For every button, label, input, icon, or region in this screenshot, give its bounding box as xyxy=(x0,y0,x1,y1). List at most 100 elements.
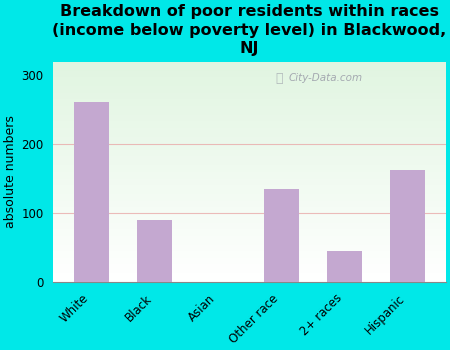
Bar xyxy=(53,245,446,247)
Bar xyxy=(53,99,446,102)
Bar xyxy=(53,75,446,77)
Bar xyxy=(53,229,446,231)
Bar xyxy=(53,130,446,132)
Bar xyxy=(53,256,446,258)
Bar xyxy=(53,64,446,66)
Bar xyxy=(53,128,446,130)
Bar xyxy=(53,265,446,267)
Bar xyxy=(53,269,446,271)
Bar xyxy=(53,159,446,161)
Bar xyxy=(53,227,446,229)
Bar xyxy=(53,132,446,134)
Bar xyxy=(53,223,446,225)
Title: Breakdown of poor residents within races
(income below poverty level) in Blackwo: Breakdown of poor residents within races… xyxy=(53,4,447,56)
Bar xyxy=(53,238,446,240)
Bar xyxy=(53,170,446,172)
Bar xyxy=(53,207,446,209)
Bar xyxy=(53,66,446,68)
Bar xyxy=(53,260,446,262)
Bar xyxy=(53,194,446,196)
Bar xyxy=(53,187,446,190)
Bar xyxy=(53,225,446,227)
Bar xyxy=(53,106,446,108)
Bar xyxy=(53,73,446,75)
Bar xyxy=(53,216,446,218)
Bar xyxy=(53,176,446,178)
Bar xyxy=(53,124,446,126)
Bar xyxy=(53,114,446,117)
Bar xyxy=(53,247,446,249)
Bar xyxy=(137,220,172,282)
Y-axis label: absolute numbers: absolute numbers xyxy=(4,116,17,228)
Bar xyxy=(53,112,446,114)
Bar xyxy=(74,102,109,282)
Bar xyxy=(53,104,446,106)
Bar xyxy=(53,156,446,159)
Bar xyxy=(53,249,446,251)
Bar xyxy=(53,79,446,82)
Bar xyxy=(53,209,446,212)
Bar xyxy=(53,205,446,207)
Bar xyxy=(53,88,446,90)
Bar xyxy=(53,86,446,88)
Bar xyxy=(53,278,446,280)
Bar xyxy=(53,150,446,152)
Bar xyxy=(53,181,446,183)
Bar xyxy=(53,251,446,253)
Text: Ⓜ: Ⓜ xyxy=(275,72,283,85)
Bar xyxy=(53,126,446,128)
Bar xyxy=(391,170,425,282)
Bar xyxy=(53,262,446,265)
Bar xyxy=(53,84,446,86)
Bar xyxy=(53,143,446,146)
Bar xyxy=(53,258,446,260)
Bar xyxy=(53,231,446,233)
Bar xyxy=(53,139,446,141)
Bar xyxy=(53,70,446,73)
Bar xyxy=(53,218,446,220)
Bar xyxy=(53,110,446,112)
Bar xyxy=(53,68,446,70)
Bar xyxy=(53,108,446,110)
Bar xyxy=(53,117,446,119)
Bar xyxy=(53,148,446,150)
Bar xyxy=(53,161,446,163)
Bar xyxy=(53,174,446,176)
Bar xyxy=(53,190,446,192)
Bar xyxy=(53,192,446,194)
Bar xyxy=(53,275,446,278)
Bar xyxy=(53,203,446,205)
Bar xyxy=(53,280,446,282)
Bar xyxy=(53,196,446,198)
Bar xyxy=(53,152,446,154)
Bar xyxy=(53,95,446,97)
Bar xyxy=(53,233,446,236)
Bar xyxy=(53,62,446,64)
Bar xyxy=(53,236,446,238)
Bar xyxy=(53,97,446,99)
Bar xyxy=(53,136,446,139)
Bar xyxy=(53,163,446,165)
Bar xyxy=(53,141,446,143)
Bar xyxy=(264,189,299,282)
Bar xyxy=(53,165,446,168)
Bar xyxy=(53,168,446,170)
Bar xyxy=(53,185,446,187)
Bar xyxy=(53,212,446,214)
Bar xyxy=(53,134,446,136)
Bar xyxy=(53,273,446,275)
Text: City-Data.com: City-Data.com xyxy=(289,73,363,83)
Bar xyxy=(53,243,446,245)
Bar xyxy=(53,119,446,121)
Bar xyxy=(53,267,446,269)
Bar xyxy=(53,90,446,92)
Bar xyxy=(327,251,362,282)
Bar xyxy=(53,214,446,216)
Bar xyxy=(53,240,446,243)
Bar xyxy=(53,102,446,104)
Bar xyxy=(53,201,446,203)
Bar xyxy=(53,77,446,79)
Bar xyxy=(53,178,446,181)
Bar xyxy=(53,146,446,148)
Bar xyxy=(53,198,446,201)
